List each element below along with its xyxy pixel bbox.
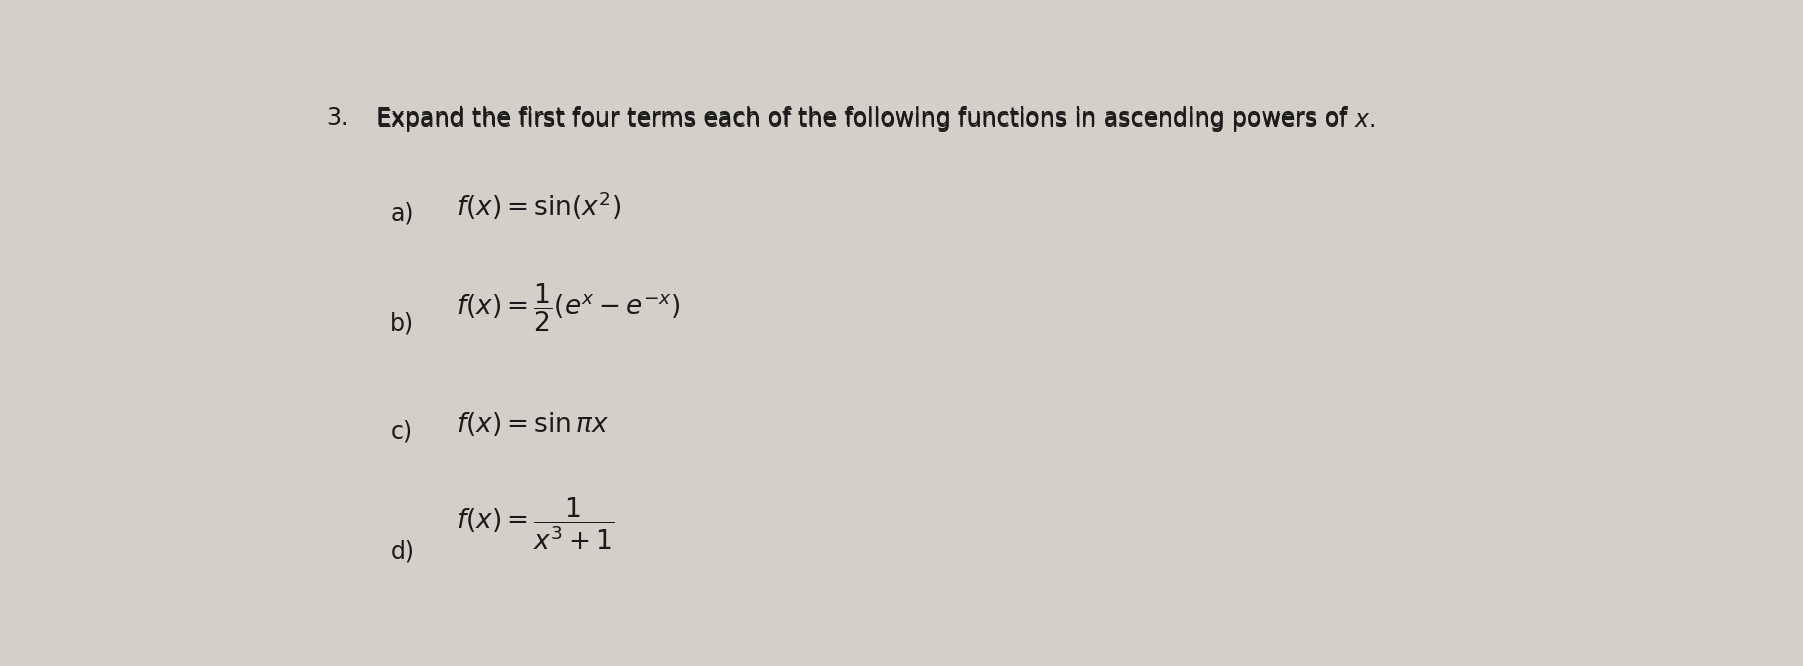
Text: $f(x) = \dfrac{1}{2}(e^x - e^{-x})$: $f(x) = \dfrac{1}{2}(e^x - e^{-x})$ (456, 282, 680, 334)
Text: c): c) (389, 419, 413, 443)
Text: 3.: 3. (326, 105, 348, 130)
Text: $f(x) = \dfrac{1}{x^3+1}$: $f(x) = \dfrac{1}{x^3+1}$ (456, 495, 615, 552)
Text: b): b) (389, 312, 415, 336)
Text: a): a) (389, 201, 413, 225)
Text: d): d) (389, 539, 415, 563)
Text: Expand the first four terms each of the following functions in ascending powers : Expand the first four terms each of the … (377, 105, 1376, 134)
Text: Expand the first four terms each of the following functions in ascending powers : Expand the first four terms each of the … (377, 105, 1356, 130)
Text: $f(x) = \sin \pi x$: $f(x) = \sin \pi x$ (456, 410, 609, 438)
Text: $f(x) = \sin(x^2)$: $f(x) = \sin(x^2)$ (456, 189, 622, 222)
